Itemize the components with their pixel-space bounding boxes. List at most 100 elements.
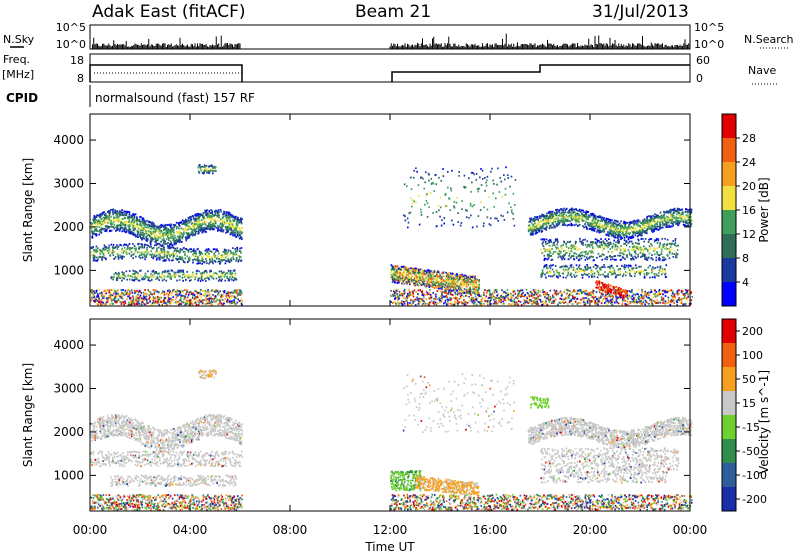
echo-point	[143, 237, 146, 240]
echo-point	[513, 301, 516, 304]
echo-point	[241, 227, 243, 229]
echo-point	[228, 291, 230, 294]
echo-point	[140, 303, 143, 306]
echo-point	[428, 293, 430, 295]
echo-point	[161, 250, 164, 253]
echo-point	[138, 227, 141, 229]
echo-point	[192, 292, 194, 295]
echo-point	[630, 301, 632, 303]
echo-point	[396, 274, 399, 276]
echo-point	[237, 254, 240, 257]
echo-point	[532, 300, 535, 302]
echo-point	[113, 219, 116, 222]
echo-point	[424, 273, 426, 275]
echo-point	[96, 259, 99, 262]
echo-point	[453, 206, 456, 209]
echo-point	[414, 303, 417, 306]
echo-point	[206, 209, 209, 212]
echo-point	[140, 223, 142, 226]
echo-point	[235, 229, 238, 232]
echo-point	[404, 265, 406, 268]
echo-point	[147, 244, 150, 247]
echo-point	[140, 216, 142, 219]
echo-point	[440, 275, 443, 278]
echo-point	[205, 270, 208, 273]
echo-point	[663, 290, 666, 293]
echo-point	[147, 232, 150, 235]
echo-point	[421, 294, 424, 296]
echo-point	[137, 274, 139, 277]
echo-point	[643, 294, 646, 297]
echo-point	[200, 168, 202, 171]
echo-point	[189, 258, 191, 261]
echo-point	[150, 236, 152, 239]
echo-point	[238, 259, 240, 261]
echo-point	[170, 231, 172, 234]
echo-point	[443, 291, 445, 293]
echo-point	[441, 294, 443, 297]
echo-point	[629, 302, 632, 305]
echo-point	[144, 255, 146, 258]
echo-point	[480, 184, 483, 186]
echo-point	[227, 214, 230, 216]
echo-point	[142, 227, 145, 230]
echo-point	[107, 227, 109, 229]
echo-point	[124, 225, 127, 228]
echo-point	[236, 248, 239, 251]
echo-point	[439, 297, 441, 300]
echo-point	[398, 274, 401, 277]
echo-point	[412, 299, 415, 302]
echo-point	[584, 292, 586, 295]
echo-point	[182, 260, 185, 263]
echo-point	[198, 224, 201, 226]
echo-point	[227, 292, 229, 295]
freq-tick-top: 18	[70, 54, 84, 67]
echo-point	[552, 299, 555, 302]
echo-point	[213, 224, 216, 227]
echo-point	[203, 223, 206, 225]
echo-point	[428, 271, 431, 274]
echo-point	[178, 231, 180, 234]
echo-point	[413, 277, 416, 280]
echo-point	[90, 299, 92, 302]
echo-point	[459, 277, 461, 280]
echo-point	[105, 290, 108, 293]
echo-point	[200, 300, 203, 303]
echo-point	[411, 270, 414, 273]
echo-point	[146, 224, 149, 227]
echo-point	[544, 294, 547, 297]
echo-point	[214, 255, 217, 258]
echo-point	[423, 303, 426, 306]
echo-point	[208, 216, 211, 218]
echo-point	[409, 269, 411, 272]
echo-point	[137, 296, 140, 299]
echo-point	[472, 275, 474, 278]
echo-point	[203, 216, 205, 218]
echo-point	[183, 233, 185, 236]
echo-point	[600, 293, 603, 295]
echo-point	[447, 298, 450, 301]
echo-point	[450, 286, 452, 289]
echo-point	[112, 221, 115, 224]
echo-point	[423, 296, 425, 299]
echo-point	[535, 303, 538, 305]
echo-point	[159, 243, 161, 246]
echo-point	[458, 301, 460, 304]
echo-point	[652, 299, 655, 302]
echo-point	[217, 210, 219, 213]
echo-point	[469, 292, 471, 295]
echo-point	[664, 291, 666, 294]
echo-point	[410, 205, 413, 208]
echo-point	[576, 303, 579, 306]
echo-point	[523, 299, 526, 301]
echo-point	[440, 283, 442, 286]
echo-point	[472, 286, 475, 289]
echo-point	[112, 226, 115, 228]
echo-point	[92, 290, 95, 292]
echo-point	[143, 291, 145, 294]
echo-point	[227, 222, 229, 225]
echo-point	[641, 292, 644, 294]
echo-point	[150, 274, 153, 277]
echo-point	[212, 260, 214, 263]
echo-point	[167, 269, 169, 272]
